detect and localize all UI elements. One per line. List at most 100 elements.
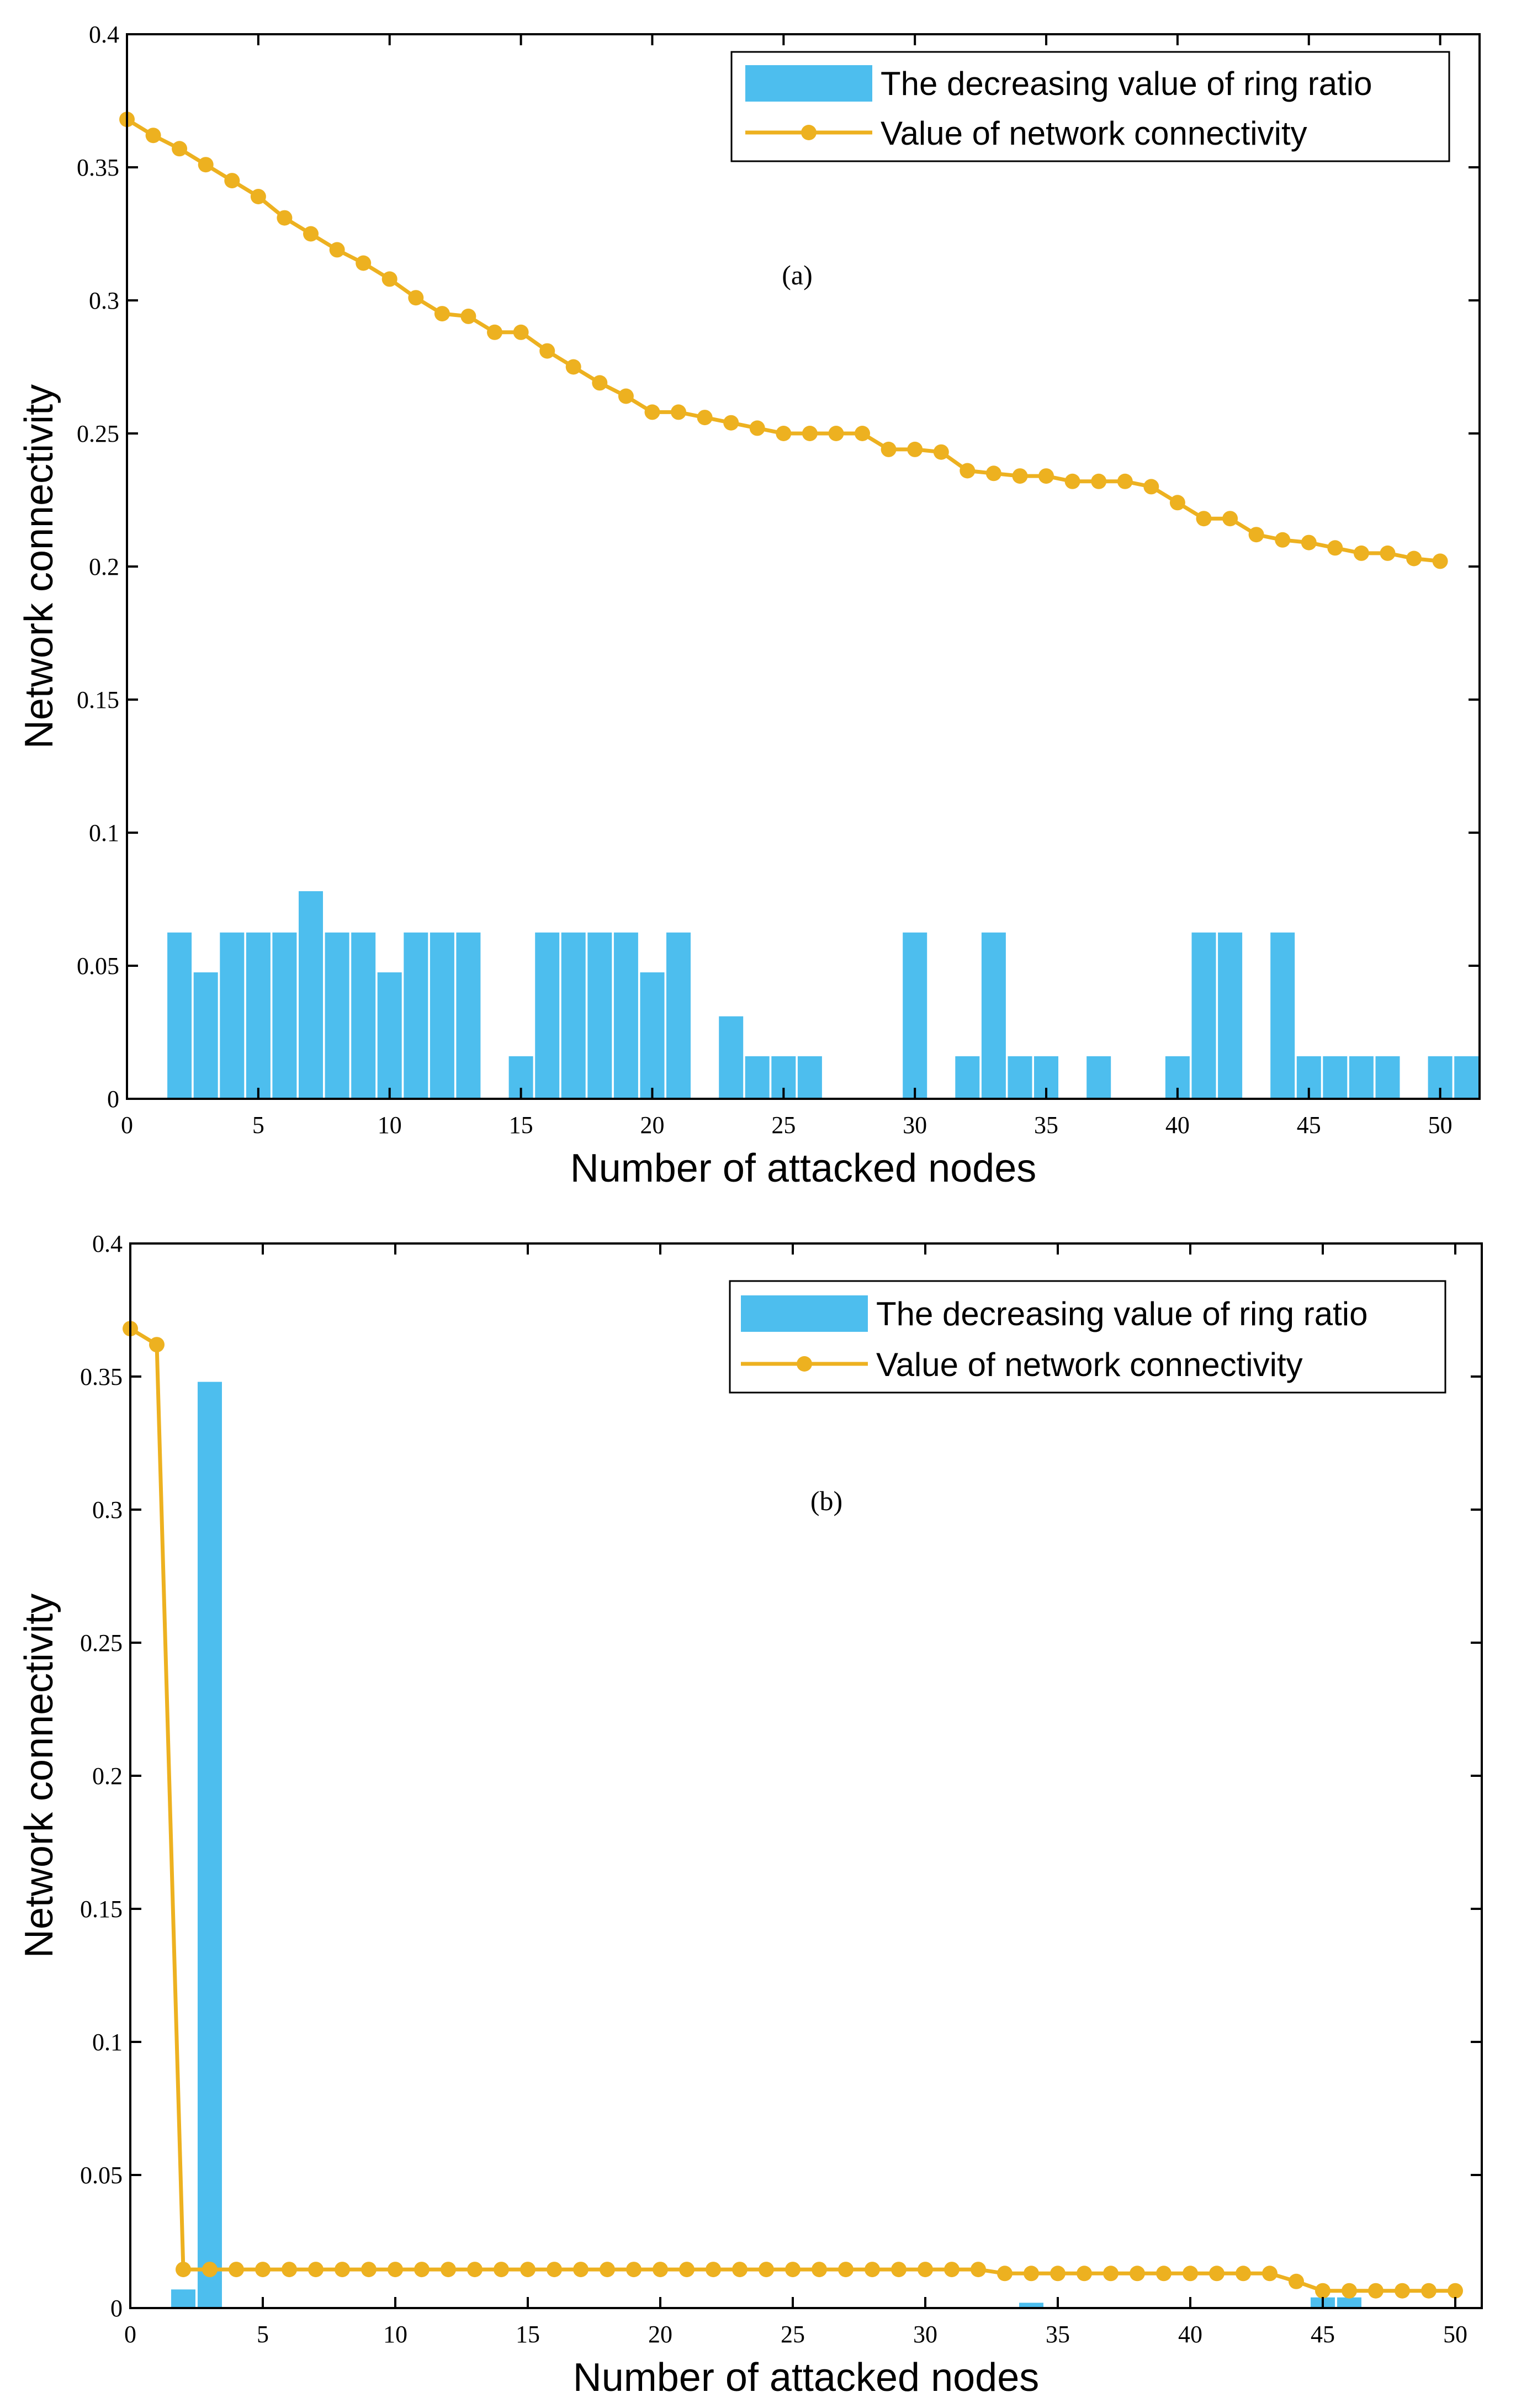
line-point: [1196, 511, 1212, 527]
line-point: [812, 2262, 827, 2278]
bar: [430, 932, 454, 1099]
line-point: [1183, 2266, 1198, 2282]
line-point: [1289, 2273, 1304, 2289]
x-tick-label: 10: [383, 2321, 407, 2348]
line-point: [785, 2262, 801, 2278]
bar: [246, 932, 271, 1099]
line-point: [539, 343, 555, 359]
line-point: [1169, 495, 1185, 511]
line-point: [865, 2262, 880, 2278]
line-point: [802, 426, 818, 441]
line-point: [1050, 2266, 1066, 2282]
line-point: [1315, 2283, 1331, 2299]
line-point: [1117, 473, 1133, 489]
bar: [1454, 1056, 1479, 1099]
y-tick-label: 0.2: [89, 553, 119, 580]
tick-group: 0 5 10 15 20 25 30 35 40 45 50 0 0.05 0.1 0.15 0.2 0.25 0…: [80, 1230, 1482, 2348]
line-point: [1209, 2266, 1225, 2282]
y-axis-label: Network connectivity: [17, 1594, 61, 1958]
x-tick-label: 40: [1165, 1112, 1190, 1139]
y-tick-label: 0.2: [92, 1763, 123, 1790]
line-point: [381, 271, 397, 287]
line-point: [1038, 468, 1054, 484]
bar: [1337, 2297, 1361, 2308]
line-point: [1222, 511, 1238, 527]
y-tick-label: 0.05: [80, 2162, 123, 2189]
y-tick-label: 0.35: [80, 1363, 123, 1390]
connectivity-line: [129, 1327, 1455, 2293]
bar: [903, 932, 927, 1099]
line-point: [618, 388, 634, 404]
legend-line-label: Value of network connectivity: [876, 1346, 1303, 1383]
x-tick-label: 45: [1297, 1112, 1321, 1139]
line-point: [487, 324, 502, 340]
x-tick-label: 40: [1178, 2321, 1202, 2348]
line-point: [653, 2262, 668, 2278]
bar: [325, 932, 349, 1099]
line-point: [176, 2262, 191, 2278]
legend-box: [729, 1280, 1446, 1394]
chart-panel-a: 0 5 10 15 20 25 30 35 40 45 50 0 0.05 0.1 0.15 0.2 0.25 0…: [17, 21, 1481, 1190]
bar: [220, 932, 245, 1099]
line-point: [414, 2262, 430, 2278]
line-point: [441, 2262, 456, 2278]
line-point: [918, 2262, 933, 2278]
bar: [193, 972, 218, 1099]
line-point: [149, 1337, 165, 1353]
line-point: [671, 404, 686, 420]
line-point: [960, 463, 976, 479]
bar: [797, 1056, 822, 1099]
bar: [351, 932, 376, 1099]
legend-line-marker: [801, 125, 817, 140]
bar: [587, 932, 612, 1099]
line-point: [1448, 2283, 1463, 2299]
line-point: [592, 375, 608, 391]
legend: The decreasing value of ring ratio Value…: [730, 51, 1450, 162]
bar: [640, 972, 665, 1099]
x-axis-label: Number of attacked nodes: [573, 2356, 1040, 2400]
y-tick-label: 0.3: [92, 1496, 123, 1523]
y-tick-label: 0.25: [77, 420, 119, 447]
bar: [1375, 1056, 1400, 1099]
x-tick-label: 45: [1311, 2321, 1335, 2348]
panel-label: (a): [782, 260, 813, 290]
line-point: [277, 210, 293, 226]
line-point: [434, 306, 450, 322]
line-point: [547, 2262, 562, 2278]
line-point: [679, 2262, 695, 2278]
legend-line-label: Value of network connectivity: [881, 115, 1307, 152]
line-point: [723, 415, 739, 431]
line-point: [644, 404, 660, 420]
line-point: [944, 2262, 960, 2278]
line-point: [985, 465, 1001, 481]
line-point: [308, 2262, 324, 2278]
x-tick-label: 35: [1046, 2321, 1070, 2348]
line-point: [408, 290, 424, 306]
line-point: [250, 189, 266, 204]
x-tick-label: 0: [121, 1112, 133, 1139]
line-point: [776, 426, 792, 441]
legend-bar-label: The decreasing value of ring ratio: [876, 1295, 1368, 1332]
line-point: [697, 410, 713, 426]
line-series-group: [119, 112, 1448, 569]
line-point: [1156, 2266, 1172, 2282]
bar: [561, 932, 586, 1099]
y-axis-label: Network connectivity: [17, 384, 61, 749]
line-point: [1064, 473, 1080, 489]
bar: [1191, 932, 1216, 1099]
x-tick-label: 30: [913, 2321, 937, 2348]
y-tick-label: 0.3: [89, 287, 119, 314]
y-tick-label: 0: [110, 2295, 123, 2322]
line-point: [1103, 2266, 1119, 2282]
line-point: [1353, 545, 1369, 561]
line-point: [1143, 479, 1159, 495]
bar: [1218, 932, 1243, 1099]
line-point: [335, 2262, 350, 2278]
line-point: [1406, 551, 1422, 567]
line-point: [706, 2262, 721, 2278]
line-point: [1248, 527, 1264, 543]
x-tick-label: 15: [509, 1112, 533, 1139]
legend-line-marker: [797, 1356, 812, 1372]
line-point: [1077, 2266, 1092, 2282]
x-tick-label: 35: [1034, 1112, 1058, 1139]
